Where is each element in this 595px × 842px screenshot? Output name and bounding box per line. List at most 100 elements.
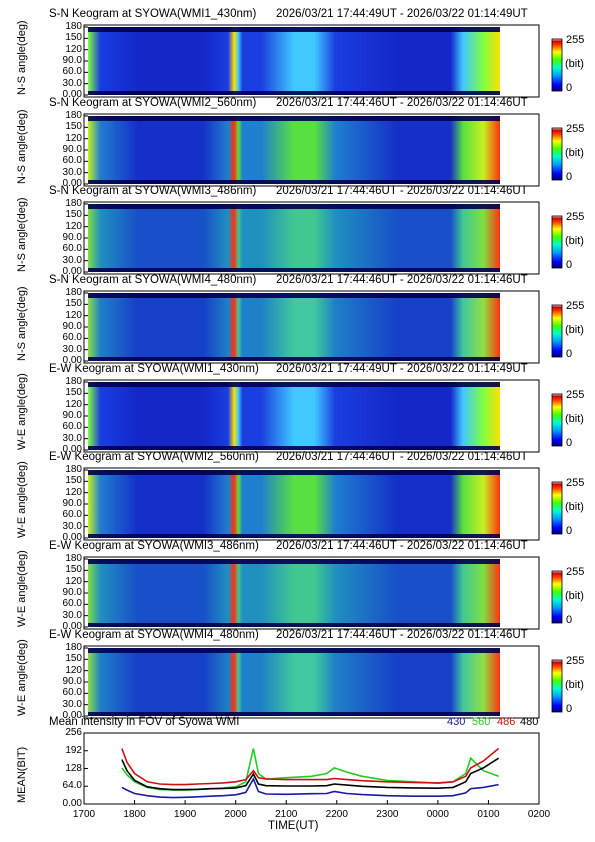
chart-x-tick-label: 2000 <box>224 809 247 820</box>
keogram-panel-4 <box>83 290 563 364</box>
keogram-bottom-edge <box>88 623 500 627</box>
chart-x-tick-label: 1700 <box>72 809 96 820</box>
keogram-tick-label: 30.0 <box>62 432 82 444</box>
keogram-tick-label: 30.0 <box>62 254 82 266</box>
keogram-image <box>88 648 500 716</box>
keogram-tick-label: 120 <box>65 664 82 676</box>
chart-y-tick-label: 0.00 <box>62 798 82 809</box>
keogram-tick-label: 0.00 <box>62 710 82 721</box>
keogram-tick-label: 90.0 <box>62 676 82 687</box>
keogram-bottom-edge <box>88 180 500 184</box>
chart-title: Mean intensity in FOV of Syowa WMI <box>49 716 240 728</box>
keogram-tick-label: 180 <box>65 642 82 653</box>
colorbar-unit-label: (bit) <box>565 324 584 336</box>
keogram-tick-label: 0.00 <box>62 621 82 632</box>
keogram-tick-label: 150 <box>65 32 82 44</box>
keogram-tick-label: 0.00 <box>62 532 82 543</box>
keogram-tick-label: 60.0 <box>62 421 82 433</box>
colorbar <box>551 215 563 269</box>
keogram-time-range: 2026/03/21 17:44:49UT - 2026/03/22 01:14… <box>276 8 528 20</box>
colorbar-min-label: 0 <box>566 437 573 449</box>
colorbar <box>551 304 563 358</box>
colorbar-min-label: 0 <box>566 82 573 94</box>
keogram-tick-label: 60.0 <box>62 332 82 344</box>
keogram-top-edge <box>88 293 500 298</box>
keogram-tick-label: 0.00 <box>62 355 82 366</box>
keogram-time-range: 2026/03/21 17:44:46UT - 2026/03/22 01:14… <box>276 451 528 463</box>
colorbar-unit-label: (bit) <box>565 58 584 70</box>
keogram-tick-label: 180 <box>65 553 82 564</box>
keogram-time-range: 2026/03/21 17:44:46UT - 2026/03/22 01:14… <box>276 97 528 109</box>
keogram-top-edge <box>88 470 500 475</box>
keogram-ylabel: N-S angle(deg) <box>16 20 28 95</box>
colorbar-unit-label: (bit) <box>565 235 584 247</box>
keogram-bottom-edge <box>88 91 500 95</box>
keogram-image <box>88 27 500 95</box>
keogram-bottom-edge <box>88 268 500 272</box>
keogram-tick-label: 150 <box>65 298 82 310</box>
keogram-title: E-W Keogram at SYOWA(WMI1_430nm) <box>49 363 259 375</box>
keogram-title: E-W Keogram at SYOWA(WMI3_486nm) <box>49 540 259 552</box>
colorbar-max-label: 255 <box>566 34 585 46</box>
keogram-image <box>88 116 500 184</box>
keogram-ylabel: W-E angle(deg) <box>16 550 28 627</box>
keogram-ylabel: W-E angle(deg) <box>16 639 28 716</box>
keogram-ylabel: W-E angle(deg) <box>16 373 28 450</box>
keogram-image <box>88 382 500 450</box>
colorbar-unit-label: (bit) <box>565 501 584 513</box>
keogram-panel-3 <box>83 201 563 275</box>
keogram-ylabel: N-S angle(deg) <box>16 109 28 184</box>
keogram-ylabel: W-E angle(deg) <box>16 461 28 538</box>
mean-intensity-chart <box>83 732 540 805</box>
keogram-tick-label: 90.0 <box>62 144 82 155</box>
keogram-panel-8 <box>83 645 563 719</box>
colorbar <box>551 570 563 624</box>
colorbar <box>551 393 563 447</box>
colorbar-max-label: 255 <box>566 300 585 312</box>
keogram-panel-6 <box>83 467 563 541</box>
keogram-tick-label: 0.00 <box>62 89 82 100</box>
keogram-tick-label: 120 <box>65 398 82 410</box>
colorbar-min-label: 0 <box>566 259 573 271</box>
chart-y-tick-label: 128 <box>65 762 82 774</box>
colorbar-min-label: 0 <box>566 525 573 537</box>
colorbar <box>551 659 563 713</box>
series-line-486 <box>121 747 500 786</box>
keogram-tick-label: 180 <box>65 376 82 387</box>
keogram-tick-label: 0.00 <box>62 444 82 455</box>
keogram-image <box>88 293 500 361</box>
keogram-tick-label: 0.00 <box>62 178 82 189</box>
keogram-tick-label: 60.0 <box>62 509 82 521</box>
keogram-tick-label: 90.0 <box>62 498 82 509</box>
keogram-top-edge <box>88 648 500 653</box>
keogram-tick-label: 90.0 <box>62 321 82 332</box>
colorbar-unit-label: (bit) <box>565 413 584 425</box>
keogram-tick-label: 120 <box>65 220 82 232</box>
keogram-top-edge <box>88 382 500 387</box>
keogram-top-edge <box>88 204 500 209</box>
chart-ylabel: MEAN(BIT) <box>16 746 28 803</box>
keogram-title: S-N Keogram at SYOWA(WMI4_480nm) <box>49 274 257 286</box>
keogram-panel-1 <box>83 24 563 98</box>
keogram-tick-label: 60.0 <box>62 598 82 610</box>
keogram-image <box>88 470 500 538</box>
keogram-panel-7 <box>83 556 563 630</box>
chart-x-tick-label: 2100 <box>275 809 298 820</box>
keogram-time-range: 2026/03/21 17:44:46UT - 2026/03/22 01:14… <box>276 629 528 641</box>
keogram-tick-label: 180 <box>65 287 82 298</box>
keogram-tick-label: 150 <box>65 209 82 221</box>
keogram-tick-label: 90.0 <box>62 587 82 598</box>
keogram-tick-label: 0.00 <box>62 266 82 277</box>
colorbar-max-label: 255 <box>566 566 585 578</box>
keogram-panel-5 <box>83 379 563 453</box>
keogram-title: S-N Keogram at SYOWA(WMI1_430nm) <box>49 8 257 20</box>
keogram-ylabel: N-S angle(deg) <box>16 197 28 272</box>
keogram-time-range: 2026/03/21 17:44:46UT - 2026/03/22 01:14… <box>276 274 528 286</box>
keogram-image <box>88 559 500 627</box>
keogram-title: S-N Keogram at SYOWA(WMI2_560nm) <box>49 97 257 109</box>
keogram-title: E-W Keogram at SYOWA(WMI2_560nm) <box>49 451 259 463</box>
keogram-tick-label: 90.0 <box>62 55 82 66</box>
legend-entry-480: 480 <box>520 716 539 728</box>
